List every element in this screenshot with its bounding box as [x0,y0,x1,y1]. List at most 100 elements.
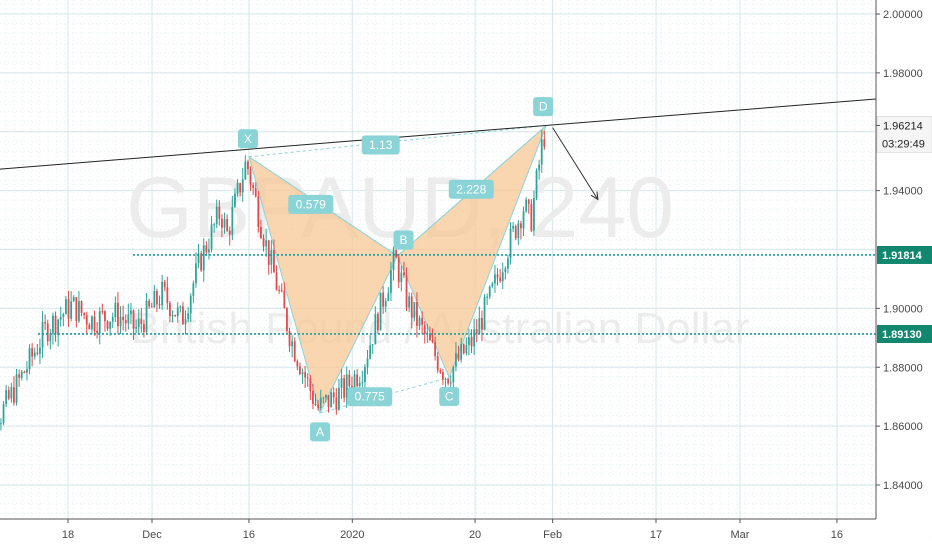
candle-body [203,245,205,270]
ratio-label[interactable]: 0.579 [288,195,333,214]
candle-body [476,329,478,333]
time-tick-label: Mar [731,529,750,541]
candle-body [335,397,337,409]
candle-body [135,327,137,328]
candle-body [213,224,215,225]
candle-body [252,185,254,188]
candle-body [348,375,350,386]
candle-body [499,278,501,281]
candle-body [16,374,18,402]
price-axis-bg [876,0,932,550]
candle-body [122,317,124,320]
candle-body [364,367,366,382]
bar-countdown: 03:29:49 [882,138,925,150]
candle-body [491,283,493,286]
candle-body [424,325,426,334]
ratio-label[interactable]: 0.775 [347,387,392,406]
candle-body [533,198,535,231]
candle-body [302,372,304,374]
candle-body [270,250,272,265]
candle-body [403,273,405,276]
price-level-tag[interactable]: 1.91814 [877,246,932,264]
price-level-tag-text: 1.89130 [882,329,922,341]
pattern-point-x[interactable]: X [238,129,258,148]
candle-body [273,250,275,272]
candle-body [216,207,218,224]
candle-body [226,219,228,231]
candle-body [356,374,358,386]
candle-body [538,165,540,171]
pattern-point-a[interactable]: A [310,422,330,441]
price-level-tag-text: 1.91814 [882,250,923,262]
candle-body [192,283,194,296]
pattern-point-c[interactable]: C [439,387,459,406]
candle-body [78,301,80,321]
candle-body [244,162,246,180]
candle-body [114,303,116,317]
candle-body [299,366,301,374]
candle-body [296,361,298,366]
ratio-label-text: 2.228 [456,182,486,196]
candle-body [507,258,509,268]
ratio-label-text: 0.579 [296,197,326,211]
candle-body [502,272,504,281]
candle-body [325,395,327,398]
candle-body [406,275,408,307]
candle-body [169,303,171,316]
candle-body [257,196,259,227]
candle-body [304,372,306,377]
candle-body [153,291,155,307]
candle-body [57,320,59,335]
candle-body [237,183,239,194]
current-price-tag[interactable]: 1.96214 03:29:49 [876,116,932,152]
candle-body [380,293,382,331]
candle-body [276,272,278,289]
candle-body [5,390,7,404]
candle-body [528,200,530,204]
candle-body [455,353,457,366]
candle-body [161,282,163,305]
pattern-point-d[interactable]: D [533,97,553,116]
ratio-label[interactable]: 2.228 [449,180,494,199]
candle-body [47,323,49,341]
candle-body [359,383,361,386]
current-price-value: 1.96214 [883,120,923,132]
ratio-label[interactable]: 1.13 [362,136,400,155]
candle-body [177,308,179,317]
candle-body [18,374,20,378]
time-axis[interactable]: 18Dec16202020Feb17Mar16Apr [0,519,932,550]
candle-body [83,313,85,315]
price-tick-label: 1.86000 [883,421,923,433]
candle-body [439,370,441,372]
candle-body [481,318,483,330]
candle-body [125,320,127,323]
candle-body [445,379,447,380]
candle-body [34,353,36,357]
candle-body [260,227,262,238]
candle-body [224,219,226,228]
candle-body [268,240,270,265]
candle-body [138,319,140,328]
candle-body [44,322,46,323]
candle-body [317,405,319,408]
candle-body [234,194,236,207]
trendline[interactable] [0,82,932,171]
candle-body [140,319,142,324]
candle-body [372,344,374,345]
pattern-point-b[interactable]: B [394,230,414,249]
candle-body [361,382,363,383]
time-tick-label: Dec [142,529,162,541]
price-axis[interactable]: 2.000001.980001.940001.900001.880001.860… [876,0,932,550]
candle-body [109,322,111,329]
candle-body [489,286,491,296]
pattern-point-b-text: B [400,233,408,247]
candle-body [104,311,106,321]
candle-body [343,378,345,397]
candle-body [195,263,197,283]
candle-body [320,398,322,408]
candle-body [442,372,444,379]
price-level-tag[interactable]: 1.89130 [877,325,932,343]
candle-body [471,337,473,346]
